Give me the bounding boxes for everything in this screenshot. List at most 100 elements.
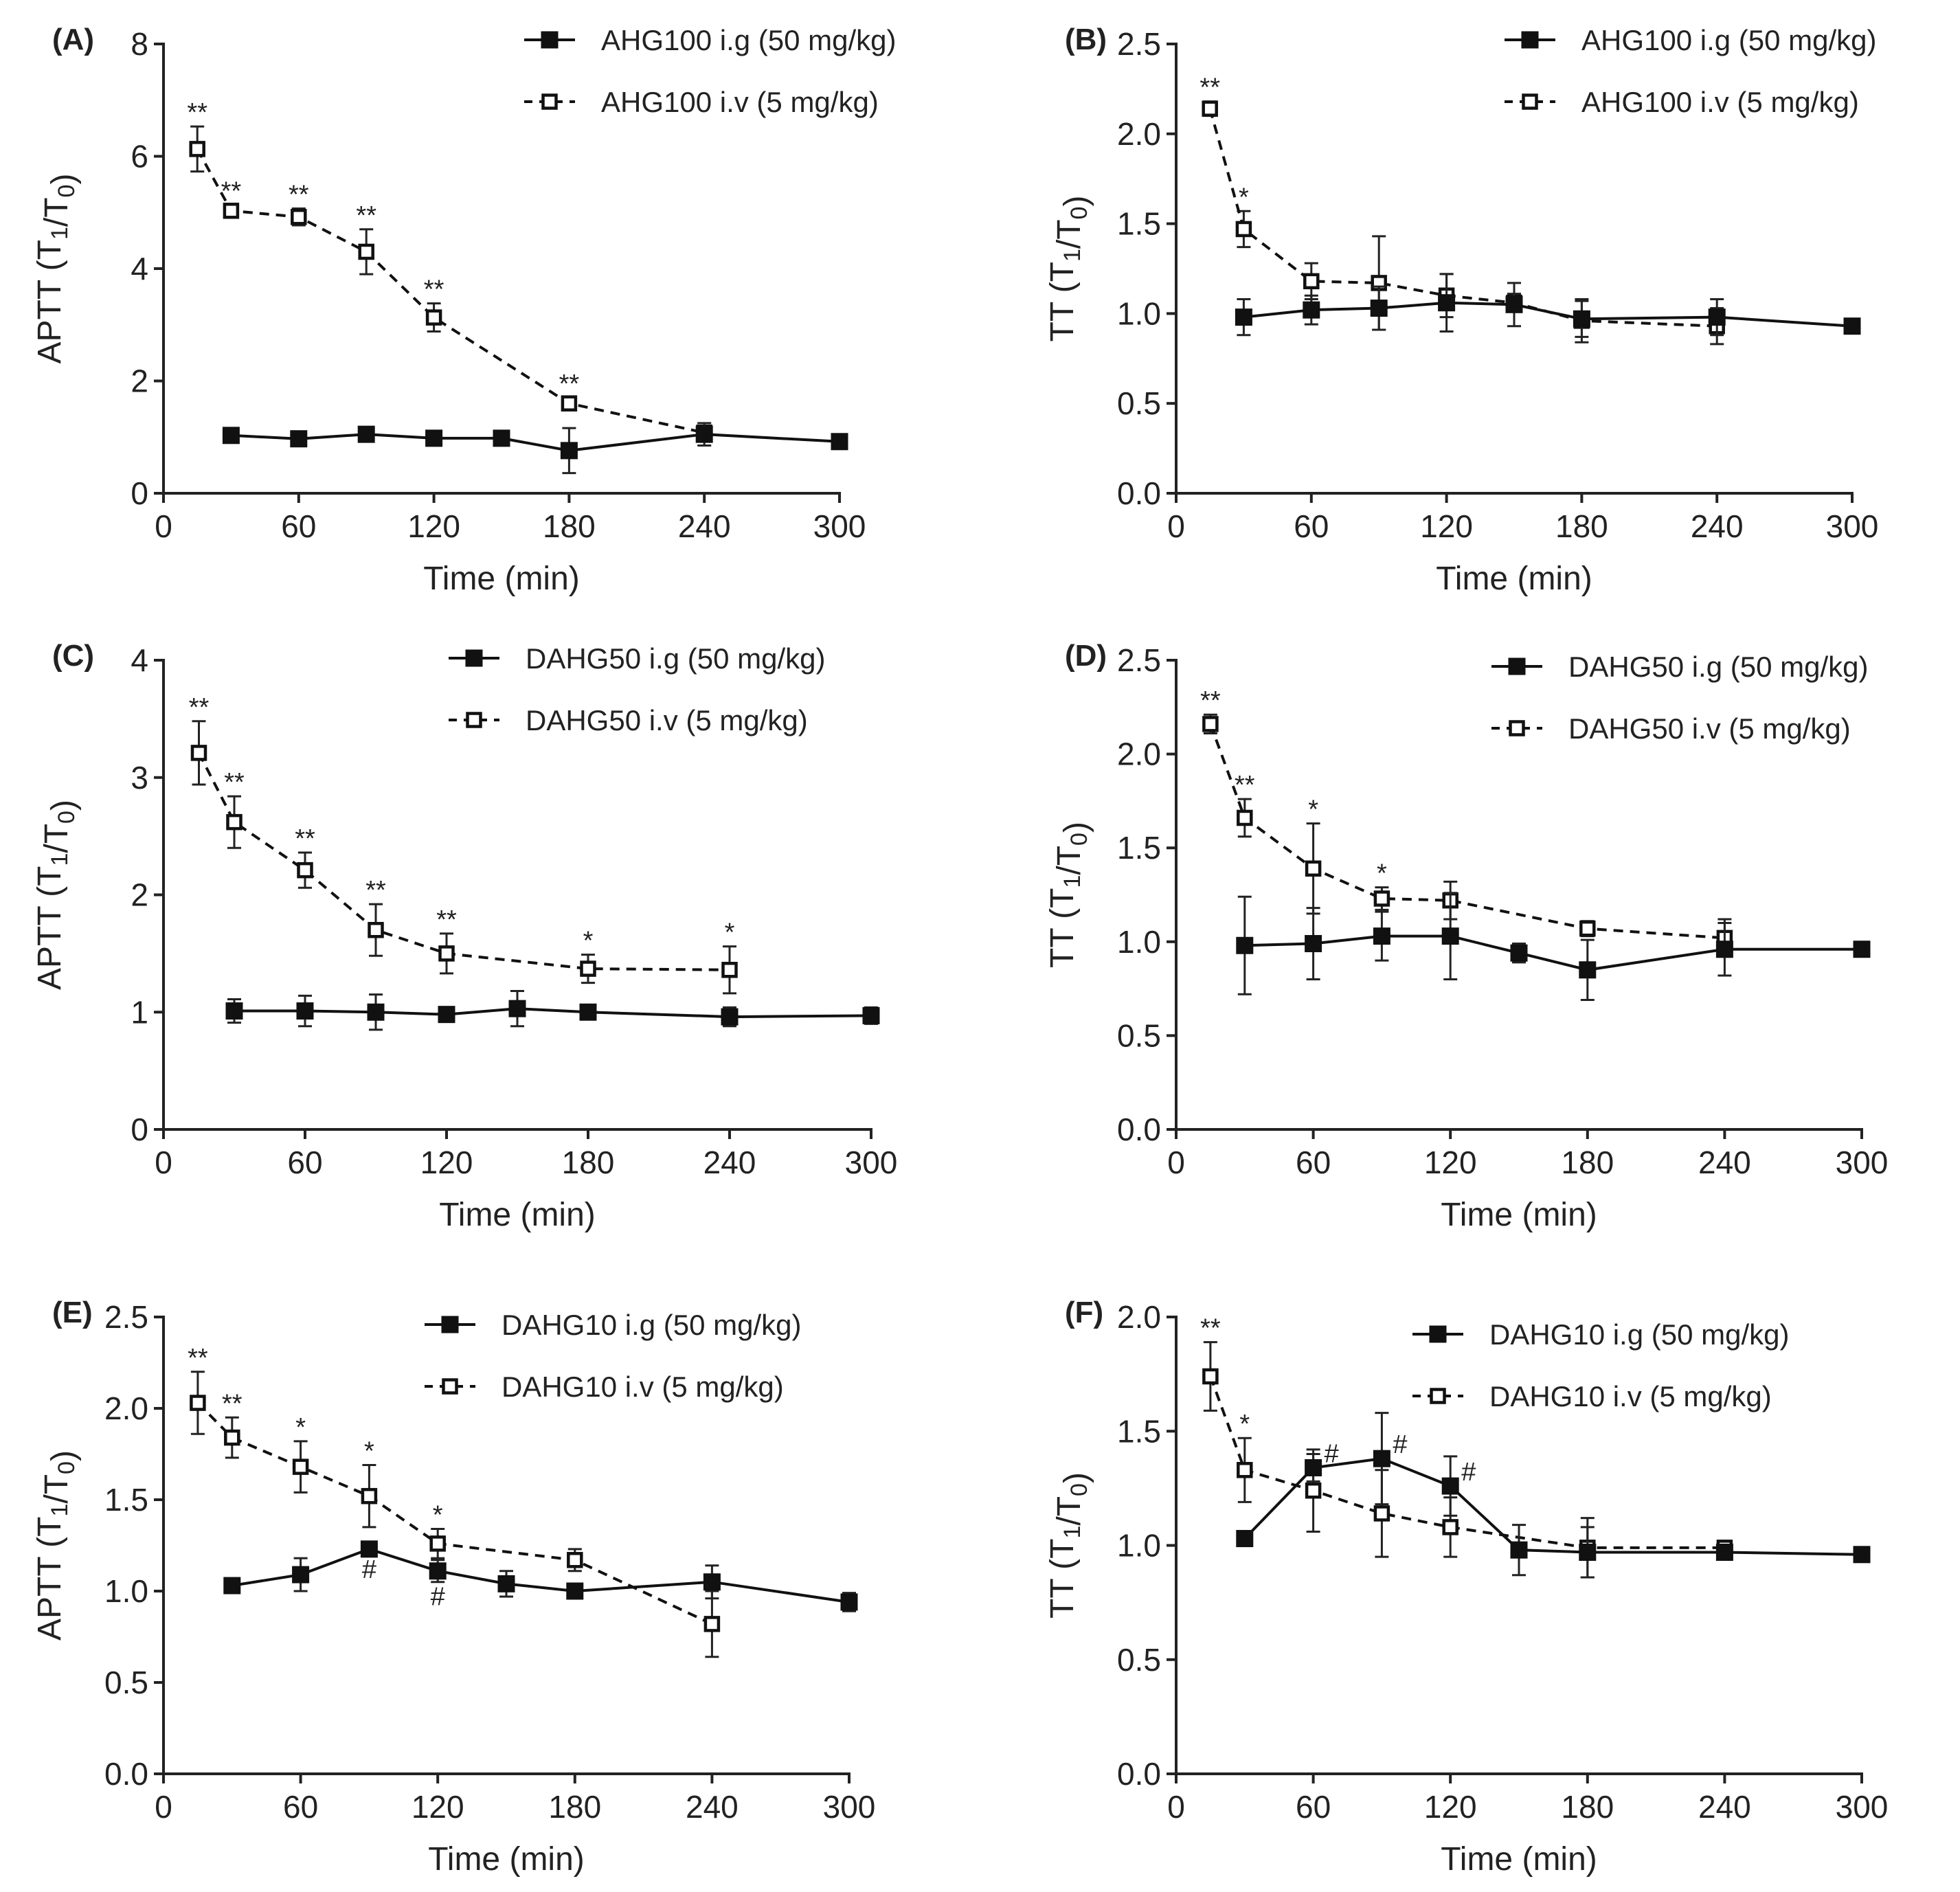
- data-point: [1373, 1450, 1390, 1467]
- x-tick-label: 300: [813, 508, 866, 544]
- series-ig: ##: [223, 1540, 858, 1612]
- data-point: [361, 1487, 378, 1505]
- significance-label: **: [289, 181, 309, 210]
- legend-label: AHG100 i.g (50 mg/kg): [1581, 24, 1877, 56]
- panel-label: (B): [1065, 23, 1107, 56]
- significance-label: **: [424, 275, 444, 304]
- legend-marker: [1508, 657, 1526, 675]
- x-tick-label: 60: [1296, 1145, 1331, 1180]
- significance-label: **: [189, 693, 210, 722]
- significance-label: **: [187, 98, 207, 127]
- y-tick-label: 1.0: [1117, 924, 1161, 960]
- significance-label: **: [1235, 771, 1255, 800]
- y-tick-label: 2.5: [1117, 642, 1161, 678]
- data-point: [1202, 1368, 1219, 1385]
- data-point: [290, 430, 308, 448]
- data-point: [190, 1395, 206, 1411]
- x-tick-label: 0: [1167, 1145, 1185, 1180]
- data-point: [695, 425, 713, 443]
- legend-label: AHG100 i.g (50 mg/kg): [601, 24, 897, 56]
- x-tick-label: 240: [1698, 1145, 1751, 1180]
- series-line: [1243, 301, 1853, 328]
- significance-label: *: [1239, 183, 1249, 212]
- data-point: [1373, 890, 1390, 907]
- data-point: [292, 1566, 310, 1584]
- series-line: [1209, 723, 1725, 940]
- legend-label: DAHG50 i.g (50 mg/kg): [526, 642, 826, 675]
- series-iv: ************: [189, 693, 738, 995]
- y-tick-label: 2: [131, 363, 148, 399]
- data-point: [862, 1006, 880, 1024]
- panel-c: 0 60 120 180 240 300 0 1 2 3 4 (C) Time (min) APTT (T…: [32, 639, 897, 1233]
- panel-label: (C): [52, 639, 94, 673]
- data-point: [296, 1002, 314, 1020]
- data-point: [579, 1003, 597, 1021]
- x-tick-label: 300: [1836, 1789, 1889, 1825]
- x-axis-label: Time (min): [423, 561, 580, 597]
- y-axis-label: TT (T1/T0): [1044, 1472, 1094, 1619]
- data-point: [1442, 1519, 1458, 1535]
- y-tick-label: 0.5: [1117, 1017, 1161, 1053]
- y-tick-label: 2.5: [1117, 26, 1161, 62]
- x-tick-label: 180: [543, 508, 596, 544]
- panel-label: (A): [52, 23, 94, 56]
- panel-label: (E): [52, 1296, 93, 1329]
- x-tick-label: 240: [703, 1145, 756, 1180]
- legend-marker: [1522, 93, 1538, 110]
- x-tick-label: 60: [281, 508, 316, 544]
- y-axis-label: TT (T1/T0): [1044, 822, 1094, 968]
- legend-marker: [1429, 1325, 1447, 1343]
- panel-d: 0 60 120 180 240 300 0.0 0.5 1.0 1.5 2.0 2.5 (D) Time…: [1044, 639, 1888, 1233]
- data-point: [1843, 317, 1861, 335]
- data-point: [1853, 941, 1871, 958]
- x-tick-label: 120: [420, 1145, 473, 1180]
- x-tick-label: 120: [1424, 1145, 1477, 1180]
- significance-label: **: [365, 876, 386, 905]
- y-tick-label: 1: [131, 994, 148, 1030]
- data-point: [1202, 716, 1219, 732]
- data-point: [292, 1459, 309, 1475]
- y-tick-label: 1.0: [104, 1573, 148, 1609]
- significance-label: **: [222, 1389, 243, 1418]
- y-tick-label: 0: [131, 1112, 148, 1147]
- y-tick-label: 0: [131, 475, 148, 511]
- significance-label: #: [1325, 1439, 1339, 1468]
- data-point: [429, 1535, 446, 1552]
- data-point: [1305, 860, 1322, 877]
- data-point: [1237, 1462, 1253, 1478]
- data-point: [1373, 927, 1390, 945]
- data-point: [1235, 221, 1252, 238]
- data-point: [1579, 1543, 1597, 1561]
- y-tick-label: 2.0: [1117, 736, 1161, 772]
- series-ig: [225, 990, 880, 1031]
- data-point: [223, 1577, 241, 1595]
- legend-label: DAHG50 i.v (5 mg/kg): [1568, 712, 1851, 745]
- data-point: [1708, 308, 1726, 326]
- significance-label: **: [295, 824, 315, 853]
- x-tick-label: 180: [548, 1789, 601, 1825]
- data-point: [1370, 300, 1388, 317]
- data-point: [1303, 301, 1320, 319]
- significance-label: **: [436, 905, 457, 934]
- x-tick-label: 60: [283, 1789, 318, 1825]
- legend-label: DAHG10 i.v (5 mg/kg): [502, 1371, 784, 1403]
- data-point: [1510, 1541, 1528, 1559]
- data-point: [367, 1003, 385, 1021]
- legend-marker: [1521, 31, 1539, 49]
- significance-label: *: [725, 919, 735, 947]
- series-line: [232, 1547, 850, 1603]
- series-line: [1208, 108, 1717, 328]
- data-point: [1236, 1530, 1254, 1548]
- legend-label: DAHG50 i.v (5 mg/kg): [526, 704, 808, 736]
- series-ig: [222, 422, 848, 475]
- y-tick-label: 4: [131, 251, 148, 286]
- data-point: [1505, 295, 1523, 313]
- data-point: [297, 861, 313, 879]
- data-point: [1510, 944, 1528, 962]
- x-tick-label: 180: [562, 1145, 615, 1180]
- legend-marker: [441, 1316, 459, 1333]
- series-iv: ************: [187, 98, 712, 441]
- x-tick-label: 60: [1294, 508, 1329, 544]
- data-point: [190, 745, 207, 761]
- data-point: [1441, 1477, 1459, 1495]
